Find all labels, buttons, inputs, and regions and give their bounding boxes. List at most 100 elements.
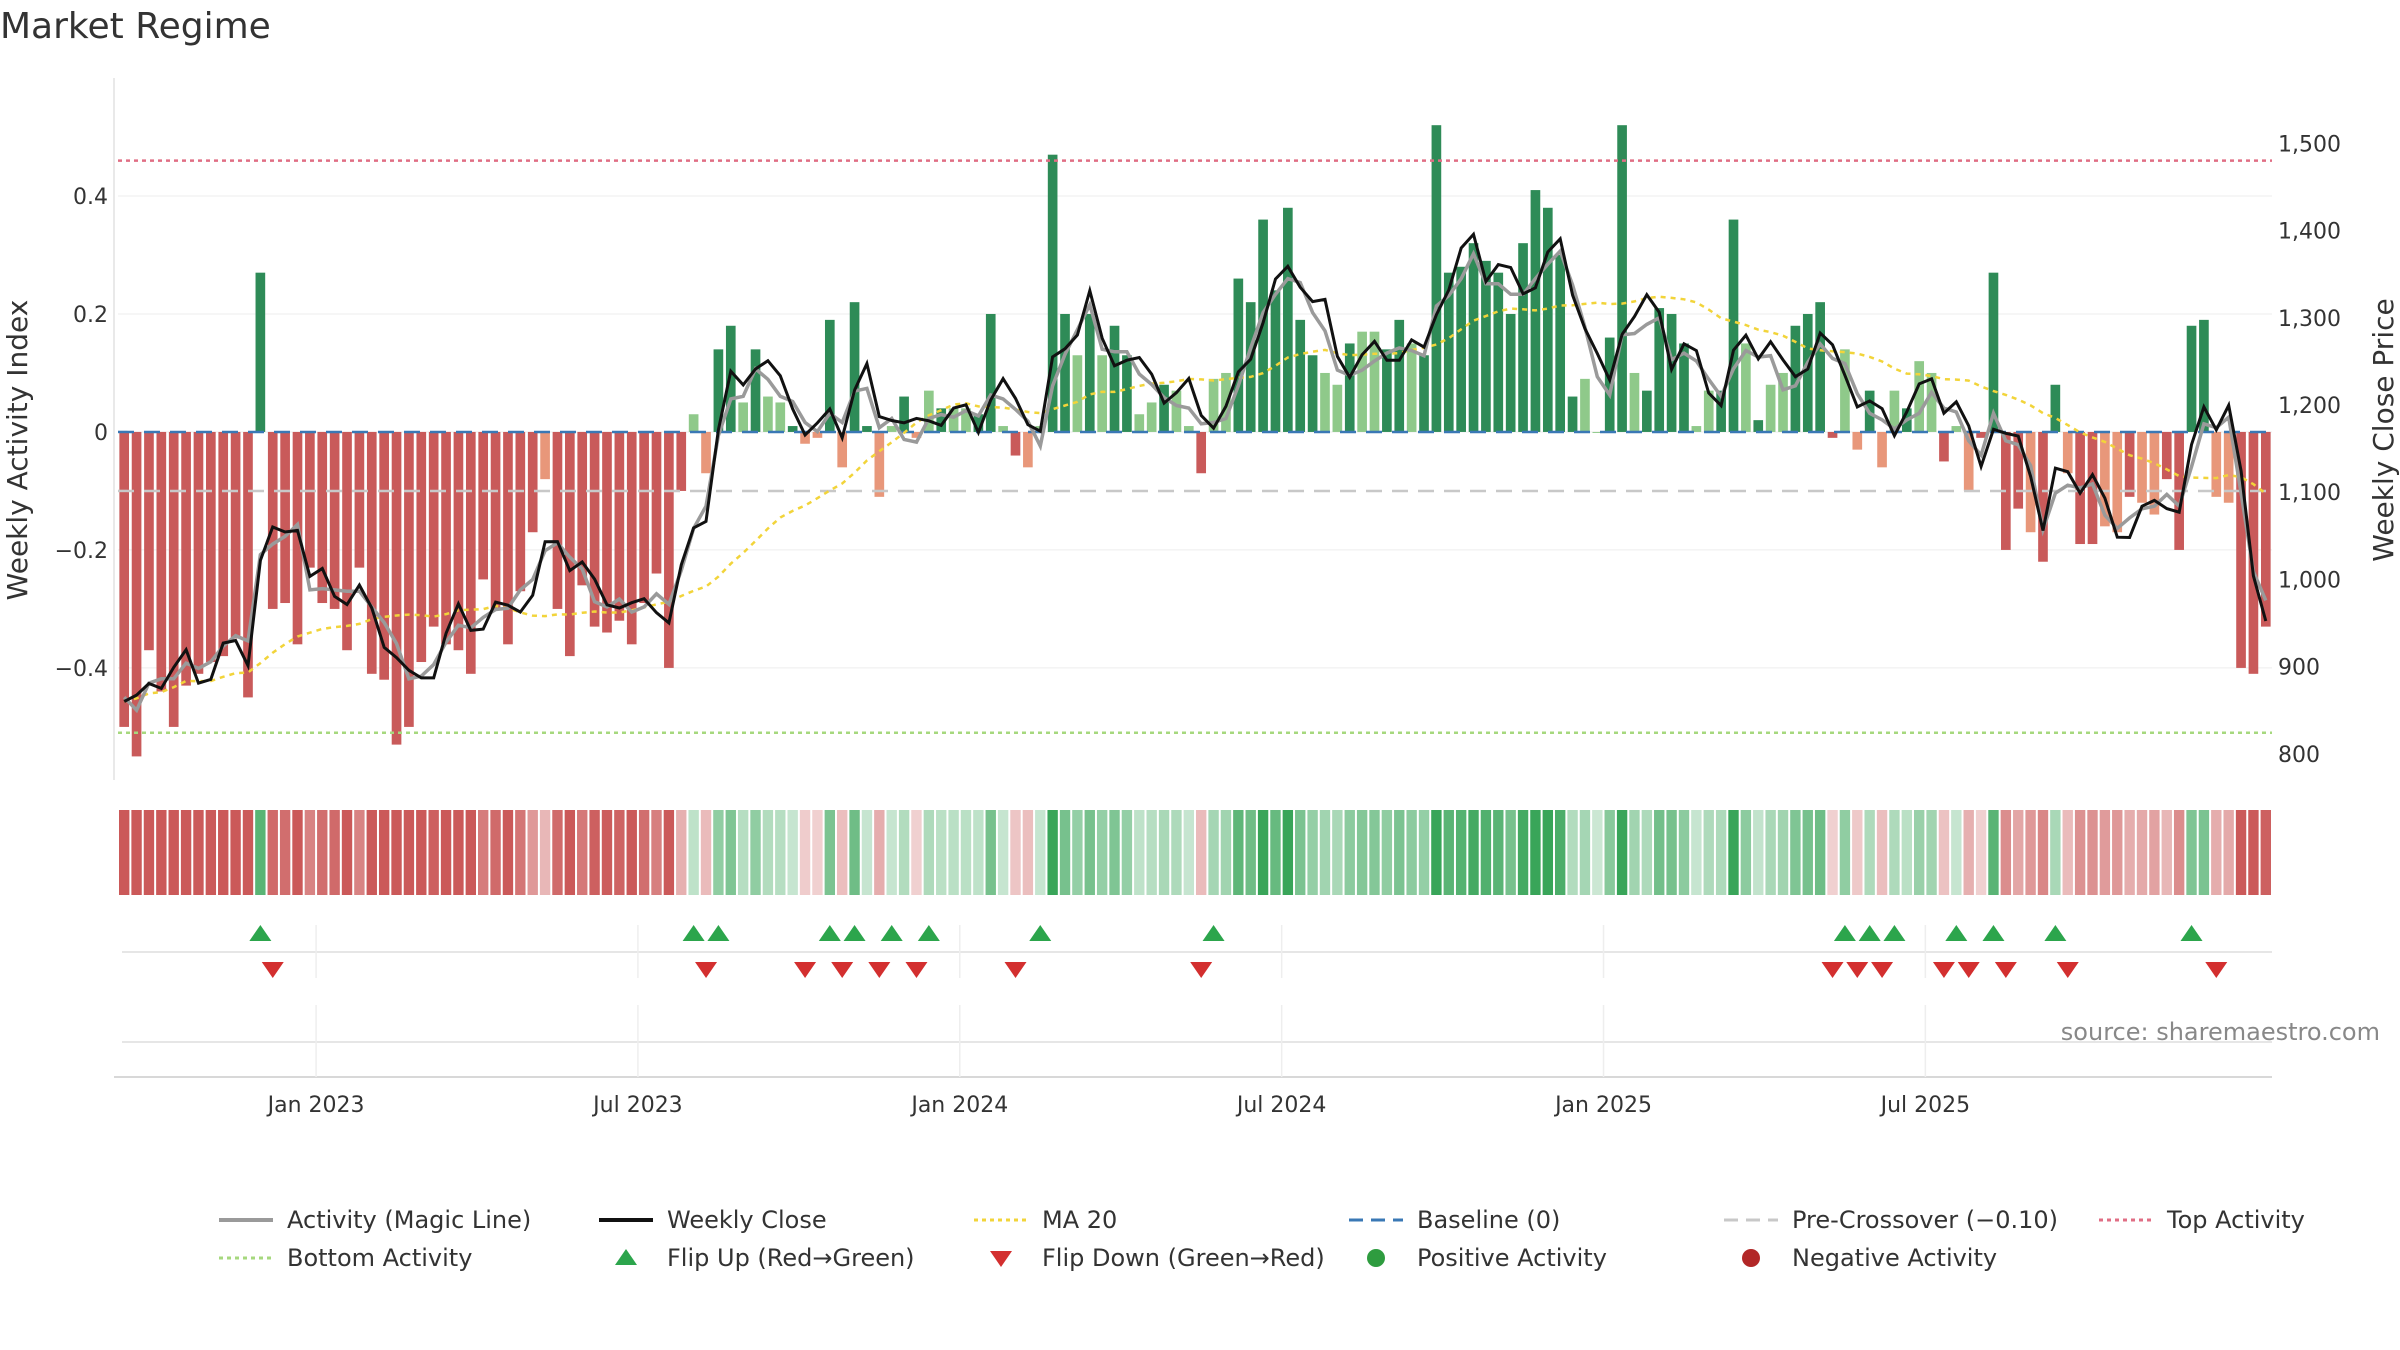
heat-cell [453, 810, 464, 895]
heat-cell [676, 810, 687, 895]
axes: 0.4 0.2 0 −0.2 −0.4 1,500 1,400 1,300 1,200 1,100… [55, 78, 2341, 780]
x-tick-label: Jul 2025 [1879, 1093, 1971, 1118]
heat-cell [490, 810, 501, 895]
activity-bar [206, 431, 216, 663]
activity-bar [763, 396, 773, 432]
heat-cell [1010, 810, 1021, 895]
heat-cell [824, 810, 835, 895]
heat-cell [1369, 810, 1380, 895]
flip-down-marker [1821, 962, 1844, 978]
legend-label: Weekly Close [667, 1206, 827, 1234]
activity-bar [664, 431, 674, 668]
y-tick-label-right: 1,500 [2278, 132, 2341, 157]
heat-cell [651, 810, 662, 895]
x-tick-label: Jul 2023 [591, 1093, 683, 1118]
heat-cell [1604, 810, 1615, 895]
heat-cell [180, 810, 192, 895]
heat-cell [515, 810, 526, 895]
heat-cell [527, 810, 538, 895]
heat-cell [2087, 810, 2098, 895]
activity-bar [1010, 431, 1021, 456]
activity-bar [1629, 372, 1640, 432]
flip-down-marker [695, 962, 718, 978]
heat-cell [1121, 810, 1133, 895]
activity-bar [2248, 431, 2259, 674]
activity-bar [1047, 154, 1058, 432]
heat-cell [1282, 810, 1294, 895]
activity-bar [552, 431, 563, 609]
y-tick-label-right: 1,200 [2278, 394, 2341, 419]
heat-cell [997, 810, 1009, 895]
activity-bar [1159, 384, 1169, 432]
activity-bar [305, 431, 315, 568]
heat-cell [1480, 810, 1492, 895]
heat-cell [1864, 810, 1875, 895]
activity-bar [1394, 319, 1405, 432]
activity-bar [1703, 390, 1714, 432]
heat-cell [1406, 810, 1417, 895]
heat-cell [539, 810, 551, 895]
activity-bar [1926, 372, 1937, 432]
heat-cell [317, 810, 328, 895]
heat-cell [552, 810, 563, 895]
heat-cell [1555, 810, 1566, 895]
heat-cell [886, 810, 897, 895]
activity-bar [1753, 420, 1764, 432]
activity-bars [119, 125, 2271, 757]
heat-cell [391, 810, 402, 895]
heat-cell [2099, 810, 2111, 895]
flip-down-marker [2205, 962, 2228, 978]
activity-bar [973, 414, 984, 432]
y-tick-label-left: −0.2 [55, 539, 108, 564]
flip-markers-panel [122, 925, 2272, 978]
activity-bar [1183, 426, 1194, 432]
heat-cell [1654, 810, 1665, 895]
heat-cell [849, 810, 860, 895]
activity-bar [1208, 378, 1219, 432]
activity-bar [144, 431, 154, 651]
heat-cell [119, 810, 130, 895]
activity-bar [837, 431, 848, 468]
legend-label: Flip Up (Red→Green) [667, 1244, 915, 1272]
activity-bar [602, 431, 612, 633]
heat-cell [700, 810, 712, 895]
activity-bar [565, 431, 575, 657]
heat-cell [713, 810, 724, 895]
flip-down-marker [905, 962, 928, 978]
activity-bar [342, 431, 352, 651]
heat-cell [1542, 810, 1553, 895]
heat-cell [1158, 810, 1170, 895]
activity-bar [1072, 355, 1083, 432]
x-axis: Jan 2023 Jul 2023 Jan 2024 Jul 2024 Jan 2025… [266, 925, 1971, 1118]
activity-bar [1332, 384, 1343, 432]
activity-bar [465, 431, 476, 674]
heat-cell [1319, 810, 1331, 895]
activity-bar [2149, 431, 2160, 515]
legend-item-baseline: Baseline (0) [1345, 1206, 1560, 1234]
heat-cell [2013, 810, 2024, 895]
heat-cell [465, 810, 476, 895]
activity-bar [1382, 349, 1392, 432]
heat-cell [2260, 810, 2271, 895]
activity-bar [404, 431, 414, 727]
heat-cell [1951, 810, 1962, 895]
activity-bar [676, 431, 687, 491]
heat-cell [403, 810, 415, 895]
activity-bar [453, 431, 464, 651]
x-tick-label: Jan 2023 [266, 1093, 365, 1118]
legend-item-top: Top Activity [2095, 1206, 2305, 1234]
legend-label: Top Activity [2167, 1206, 2305, 1234]
heat-cell [1455, 810, 1467, 895]
activity-bar [193, 431, 204, 674]
heat-cell [255, 810, 266, 895]
flip-down-marker [261, 962, 284, 978]
activity-bar [2186, 325, 2197, 432]
flip-up-marker [917, 925, 940, 941]
y-tick-label-right: 1,300 [2278, 307, 2341, 332]
activity-bar [1443, 272, 1454, 432]
activity-bar [639, 431, 649, 604]
activity-bar [1295, 319, 1306, 432]
activity-bar [2260, 431, 2271, 627]
flip-up-marker [1883, 925, 1906, 941]
flip-down-marker [794, 962, 817, 978]
